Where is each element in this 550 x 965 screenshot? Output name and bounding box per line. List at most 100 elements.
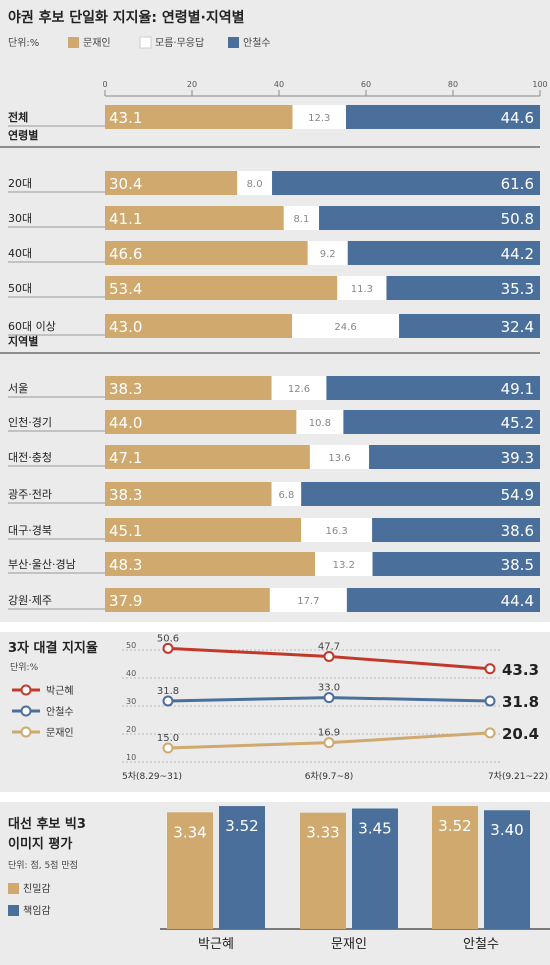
row-label: 강원·제주	[8, 594, 52, 607]
bar-value: 3.40	[490, 821, 523, 839]
value-undecided: 13.2	[333, 560, 355, 571]
value-moon: 43.1	[109, 109, 142, 127]
legend-label: 모름·무응답	[155, 37, 204, 49]
bar-moon	[105, 588, 270, 612]
value-ahn: 32.4	[501, 318, 534, 336]
legend-marker	[20, 684, 32, 696]
x-tick-label: 0	[102, 80, 107, 89]
bar-ahn	[272, 171, 540, 195]
row-label: 대구·경북	[8, 524, 52, 537]
bar-undecided	[307, 241, 348, 265]
bar-moon	[105, 410, 297, 434]
legend-label: 책임감	[23, 904, 51, 917]
bar-moon	[105, 552, 316, 576]
value-moon: 45.1	[109, 522, 142, 540]
data-label: 31.8	[157, 686, 179, 697]
value-undecided: 13.6	[328, 453, 350, 464]
row-label: 부산·울산·경남	[8, 558, 76, 571]
legend-swatch-0	[68, 37, 79, 48]
row-label: 60대 이상	[8, 320, 56, 333]
bar-responsibility	[352, 808, 398, 929]
data-label: 33.0	[318, 683, 340, 694]
bar-value: 3.52	[225, 817, 258, 835]
bar-undecided	[296, 410, 344, 434]
bar-moon	[105, 314, 293, 338]
row-label: 전체	[8, 110, 28, 124]
chart-title-line: 이미지 평가	[8, 836, 72, 852]
legend-label: 친밀감	[23, 883, 51, 895]
bar-undecided	[315, 552, 373, 576]
row-label: 50대	[8, 282, 32, 295]
x-tick-label: 60	[361, 80, 371, 89]
y-tick-label: 40	[126, 669, 136, 678]
bar-ahn	[301, 482, 540, 506]
value-ahn: 44.2	[501, 245, 534, 263]
legend-swatch	[8, 883, 19, 894]
bar-moon	[105, 445, 310, 469]
section-single-candidate-support: 야권 후보 단일화 지지율: 연령별·지역별 단위:% 문재인 모름·무응답 안철수 0 2…	[0, 9, 548, 612]
data-point	[162, 642, 174, 654]
data-point	[484, 727, 496, 739]
value-moon: 48.3	[109, 556, 142, 574]
category-label: 박근혜	[198, 937, 234, 952]
chart-title-line: 대선 후보 빅3	[8, 816, 86, 832]
legend-swatch	[8, 905, 19, 916]
y-tick-label: 50	[126, 641, 136, 650]
value-moon: 38.3	[109, 380, 142, 398]
bar-undecided	[292, 105, 346, 129]
legend-marker	[20, 726, 32, 738]
value-moon: 38.3	[109, 486, 142, 504]
data-label: 15.0	[157, 733, 179, 744]
category-label: 문재인	[331, 937, 367, 952]
bar-ahn	[319, 206, 540, 230]
legend-swatch-2	[228, 37, 239, 48]
y-tick-label: 20	[126, 725, 136, 734]
value-undecided: 8.1	[293, 214, 309, 225]
value-moon: 30.4	[109, 175, 142, 193]
value-moon: 44.0	[109, 414, 142, 432]
value-undecided: 12.3	[308, 113, 330, 124]
row-label: 서울	[8, 382, 28, 395]
bar-undecided	[271, 376, 327, 400]
bar-moon	[105, 376, 272, 400]
value-undecided: 10.8	[309, 418, 331, 429]
legend-label: 문재인	[46, 727, 74, 739]
bar-moon	[105, 171, 238, 195]
bar-intimacy	[300, 812, 346, 929]
bar-value: 3.34	[173, 823, 206, 841]
bar-ahn	[369, 445, 540, 469]
row-label: 20대	[8, 177, 32, 190]
data-point	[484, 695, 496, 707]
data-point	[162, 742, 174, 754]
bar-undecided	[237, 171, 273, 195]
y-tick-label: 10	[126, 753, 136, 762]
x-tick-label: 5차(8.29~31)	[122, 770, 182, 782]
bar-ahn	[386, 276, 540, 300]
bar-ahn	[347, 241, 540, 265]
bar-value: 3.52	[438, 817, 471, 835]
bar-intimacy	[432, 806, 478, 929]
value-moon: 37.9	[109, 592, 142, 610]
bar-moon	[105, 518, 302, 542]
data-point	[323, 650, 335, 662]
group-header: 지역별	[8, 334, 38, 348]
data-label-last: 43.3	[502, 661, 539, 679]
section-divider	[0, 622, 550, 632]
legend-swatch-1	[139, 36, 152, 49]
x-tick-label: 80	[448, 80, 458, 89]
data-label: 47.7	[318, 641, 340, 652]
unit-label: 단위:%	[8, 36, 39, 49]
row-label: 40대	[8, 247, 32, 260]
chart-title: 3자 대결 지지율	[8, 640, 98, 656]
bar-moon	[105, 482, 272, 506]
unit-label: 단위: 점, 5점 만점	[8, 859, 78, 871]
bar-undecided	[292, 314, 400, 338]
value-undecided: 11.3	[351, 284, 373, 295]
section-divider	[0, 792, 550, 802]
value-ahn: 39.3	[501, 449, 534, 467]
bar-responsibility	[219, 806, 265, 929]
row-label: 30대	[8, 212, 32, 225]
bar-moon	[105, 241, 308, 265]
